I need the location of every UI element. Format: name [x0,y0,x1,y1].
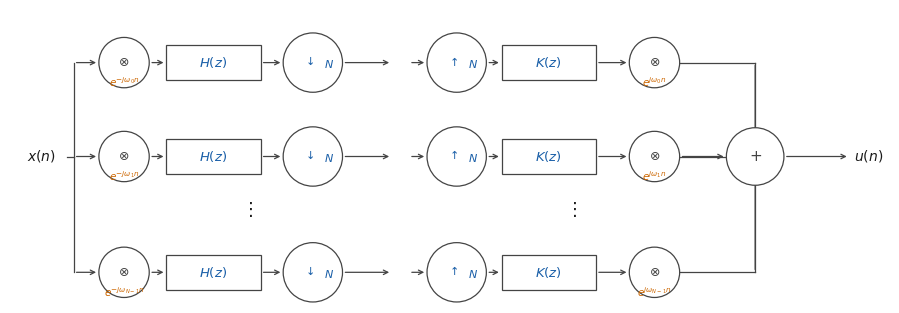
Text: $\downarrow$: $\downarrow$ [303,55,314,67]
Text: $N$: $N$ [468,152,478,164]
Ellipse shape [427,127,486,186]
Text: $\vdots$: $\vdots$ [565,200,577,219]
Text: $\otimes$: $\otimes$ [649,266,660,279]
Text: $\otimes$: $\otimes$ [649,56,660,69]
Text: $\otimes$: $\otimes$ [119,266,129,279]
Ellipse shape [629,247,680,297]
Text: $e^{j\omega_0 n}$: $e^{j\omega_0 n}$ [642,76,667,90]
Ellipse shape [427,33,486,92]
Text: $K(z)$: $K(z)$ [536,149,562,164]
Text: $u(n)$: $u(n)$ [854,148,883,165]
Text: $\otimes$: $\otimes$ [119,56,129,69]
Ellipse shape [427,243,486,302]
Ellipse shape [629,38,680,88]
FancyBboxPatch shape [502,45,596,80]
FancyBboxPatch shape [502,139,596,174]
Ellipse shape [283,33,343,92]
Ellipse shape [99,131,149,182]
Text: $\otimes$: $\otimes$ [119,150,129,163]
Text: $H(z)$: $H(z)$ [200,149,227,164]
FancyBboxPatch shape [502,255,596,290]
Ellipse shape [99,38,149,88]
Ellipse shape [283,127,343,186]
Text: $e^{-j\omega_{N-1} n}$: $e^{-j\omega_{N-1} n}$ [103,285,145,299]
Text: $e^{-j\omega_0 n}$: $e^{-j\omega_0 n}$ [109,76,139,90]
Text: $\vdots$: $\vdots$ [241,200,254,219]
Ellipse shape [283,243,343,302]
FancyBboxPatch shape [166,45,261,80]
Text: $\uparrow$: $\uparrow$ [447,148,458,162]
Text: $e^{j\omega_1 n}$: $e^{j\omega_1 n}$ [642,170,667,183]
Text: $\uparrow$: $\uparrow$ [447,54,458,68]
Text: $+$: $+$ [749,149,761,164]
Text: $K(z)$: $K(z)$ [536,55,562,70]
FancyBboxPatch shape [166,255,261,290]
Text: $\downarrow$: $\downarrow$ [303,149,314,161]
FancyBboxPatch shape [166,139,261,174]
Text: $N$: $N$ [468,58,478,70]
Text: $K(z)$: $K(z)$ [536,265,562,280]
Text: $H(z)$: $H(z)$ [200,55,227,70]
Ellipse shape [726,128,784,185]
Ellipse shape [629,131,680,182]
Text: $\downarrow$: $\downarrow$ [303,265,314,277]
Text: $N$: $N$ [325,268,334,280]
Text: $e^{-j\omega_1 n}$: $e^{-j\omega_1 n}$ [109,170,139,183]
Text: $H(z)$: $H(z)$ [200,265,227,280]
Text: $x(n)$: $x(n)$ [27,148,56,165]
Text: $N$: $N$ [325,152,334,164]
Ellipse shape [99,247,149,297]
Text: $N$: $N$ [468,268,478,280]
Text: $\otimes$: $\otimes$ [649,150,660,163]
Text: $e^{j\omega_{N-1} n}$: $e^{j\omega_{N-1} n}$ [637,285,672,299]
Text: $N$: $N$ [325,58,334,70]
Text: $\uparrow$: $\uparrow$ [447,264,458,277]
